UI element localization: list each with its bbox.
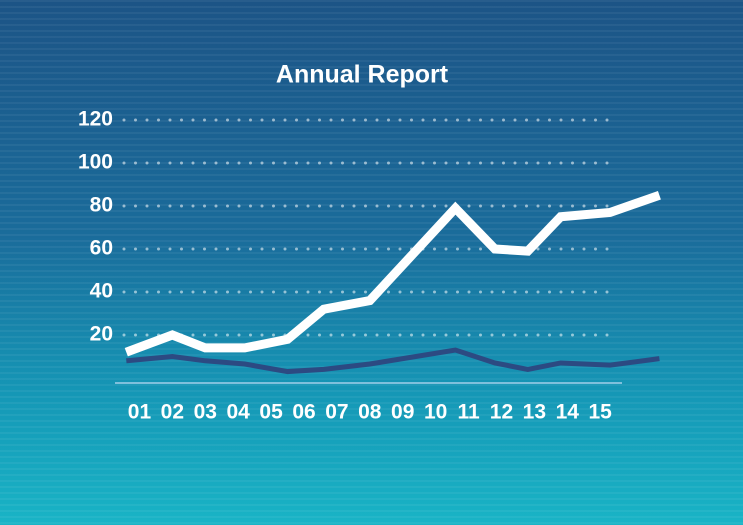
y-tick-label: 80	[90, 194, 113, 217]
x-tick-label: 02	[161, 401, 184, 424]
chart-title: Annual Report	[276, 61, 449, 89]
x-tick-label: 07	[325, 401, 348, 424]
y-tick-label: 20	[90, 323, 113, 346]
y-tick-label: 40	[90, 280, 113, 303]
line-series	[126, 347, 660, 375]
x-tick-label: 15	[589, 401, 613, 424]
x-tick-label: 10	[424, 401, 447, 424]
x-tick-label: 12	[490, 401, 513, 424]
y-tick-label: 60	[90, 237, 113, 260]
x-tick-label: 06	[292, 401, 315, 424]
x-tick-label: 04	[227, 401, 251, 424]
x-tick-label: 13	[523, 401, 546, 424]
x-tick-label: 01	[128, 401, 152, 424]
y-tick-label: 100	[78, 151, 113, 174]
x-tick-label: 11	[457, 401, 480, 424]
y-tick-label: 120	[78, 108, 113, 131]
x-tick-label: 03	[194, 401, 217, 424]
x-tick-label: 08	[358, 401, 382, 424]
line-series	[124, 191, 661, 357]
x-tick-label: 05	[259, 401, 283, 424]
x-tick-label: 14	[556, 401, 580, 424]
x-tick-label: 09	[391, 401, 414, 424]
